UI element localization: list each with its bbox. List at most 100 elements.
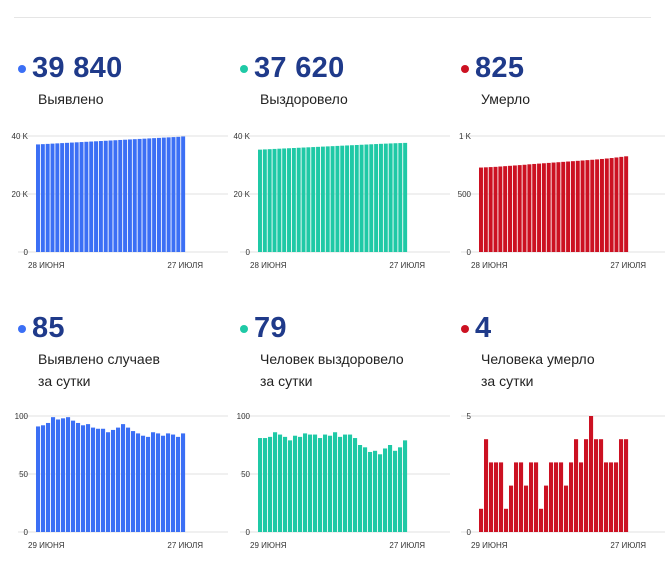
- bar: [81, 425, 86, 532]
- y-tick-label: 0: [24, 528, 29, 537]
- bar: [569, 462, 574, 532]
- bar: [267, 149, 272, 252]
- bar: [579, 462, 584, 532]
- bar: [539, 508, 544, 532]
- bar: [574, 439, 579, 532]
- y-tick-label: 0: [246, 248, 251, 257]
- bar: [96, 428, 101, 532]
- bar: [343, 434, 348, 532]
- y-tick-label: 0: [246, 528, 251, 537]
- bar: [94, 141, 99, 252]
- bar: [584, 439, 589, 532]
- big-number: 39 840: [32, 52, 123, 84]
- big-number: 825: [475, 52, 525, 84]
- bar: [45, 143, 50, 252]
- x-tick-label-last: 27 ИЮЛЯ: [389, 541, 425, 550]
- panel-recovered-daily: 79 Человек выздоровело за сутки 0 50 100 29…: [237, 312, 450, 577]
- bar: [40, 144, 45, 252]
- bar: [570, 161, 575, 252]
- bar: [86, 424, 91, 532]
- bar: [311, 147, 316, 252]
- bar: [494, 462, 499, 532]
- y-tick-label: 100: [237, 412, 251, 421]
- bar: [575, 160, 580, 252]
- bar: [298, 436, 303, 532]
- bar: [41, 425, 46, 532]
- y-tick-label: 0: [467, 248, 472, 257]
- bar: [479, 508, 484, 532]
- bar: [161, 435, 166, 532]
- bar: [166, 137, 171, 252]
- bar: [283, 436, 288, 532]
- x-tick-label-last: 27 ИЮЛЯ: [389, 261, 425, 270]
- bar: [532, 163, 537, 252]
- bar: [103, 140, 108, 252]
- panel-deaths-total: 825 Умерло 0 500 1 K 28 ИЮНЯ 27 ИЮЛЯ: [458, 52, 665, 317]
- bar: [614, 157, 619, 252]
- bar: [308, 434, 313, 532]
- bar: [624, 439, 629, 532]
- y-tick-label: 0: [467, 528, 472, 537]
- bar: [330, 146, 335, 252]
- bar: [89, 141, 94, 252]
- bar: [116, 427, 121, 532]
- x-tick-label-last: 27 ИЮЛЯ: [167, 541, 203, 550]
- bar: [171, 137, 176, 252]
- bar: [595, 159, 600, 252]
- bar: [345, 145, 350, 252]
- bar: [121, 424, 126, 532]
- stat-row: 39 840: [18, 52, 123, 85]
- bar-chart: 0 50 100 29 ИЮНЯ 27 ИЮЛЯ: [237, 412, 450, 550]
- y-tick-label: 100: [15, 412, 29, 421]
- bar: [69, 142, 74, 252]
- top-divider: [14, 17, 651, 18]
- bar: [151, 432, 156, 532]
- bar: [136, 433, 141, 532]
- bar: [589, 416, 594, 532]
- bar-chart: 0 20 K 40 K 28 ИЮНЯ 27 ИЮЛЯ: [12, 132, 228, 270]
- stat-label: Выявлено случаев за сутки: [38, 351, 160, 389]
- bar: [604, 158, 609, 252]
- stat-label: Человека умерло за сутки: [481, 351, 595, 389]
- bar: [378, 454, 383, 532]
- bar: [348, 434, 353, 532]
- stat-label: Выздоровело: [260, 91, 348, 107]
- bar: [561, 161, 566, 252]
- y-tick-label: 40 K: [12, 132, 29, 141]
- bar: [537, 163, 542, 252]
- legend-dot: [18, 64, 26, 73]
- bar: [353, 438, 358, 532]
- bar: [301, 147, 306, 252]
- bar: [393, 143, 398, 252]
- x-tick-label-first: 29 ИЮНЯ: [28, 541, 65, 550]
- bar: [127, 139, 132, 252]
- bar: [519, 462, 524, 532]
- bar: [101, 428, 106, 532]
- bar: [137, 138, 142, 252]
- legend-dot: [461, 64, 469, 73]
- bar: [79, 142, 84, 252]
- bar: [551, 162, 556, 252]
- bar: [374, 144, 379, 252]
- bar: [98, 141, 103, 252]
- bar: [71, 420, 76, 532]
- bar: [291, 148, 296, 252]
- bar: [554, 462, 559, 532]
- bar: [393, 450, 398, 532]
- bar: [258, 438, 263, 532]
- bar: [483, 167, 488, 252]
- bar: [338, 436, 343, 532]
- bar: [176, 436, 181, 532]
- bar: [296, 147, 301, 252]
- bar: [559, 462, 564, 532]
- stat-row: 4: [461, 312, 491, 345]
- bar: [36, 144, 40, 252]
- y-tick-label: 50: [241, 470, 250, 479]
- bar: [566, 161, 571, 252]
- bar: [363, 447, 368, 532]
- bar: [398, 143, 403, 252]
- bar: [91, 427, 96, 532]
- bar: [141, 435, 146, 532]
- bar: [522, 164, 527, 252]
- bar: [509, 485, 514, 532]
